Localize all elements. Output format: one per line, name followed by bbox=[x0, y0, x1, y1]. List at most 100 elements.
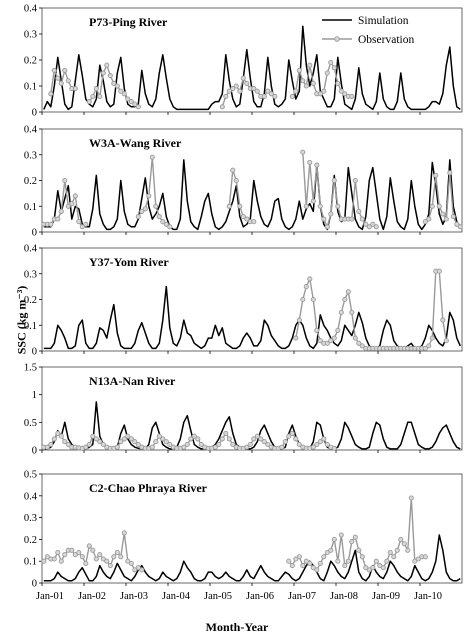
observation-point bbox=[149, 154, 155, 160]
observation-point bbox=[394, 547, 400, 553]
y-tick-label: 0.4 bbox=[24, 125, 38, 136]
observation-point bbox=[48, 221, 54, 227]
observation-point bbox=[118, 554, 124, 560]
observation-point bbox=[317, 91, 323, 97]
y-tick-label: 0.3 bbox=[24, 269, 37, 280]
y-tick-label: 0 bbox=[32, 446, 37, 457]
observation-point bbox=[135, 441, 141, 448]
observation-point bbox=[314, 327, 320, 333]
observation-point bbox=[279, 444, 285, 450]
observation-point bbox=[55, 75, 61, 81]
observation-point bbox=[219, 436, 225, 442]
y-tick-label: 0.4 bbox=[24, 491, 38, 502]
observation-point bbox=[114, 83, 120, 89]
observation-point bbox=[359, 343, 365, 349]
observation-point bbox=[321, 554, 327, 560]
y-tick-label: 0.3 bbox=[24, 30, 37, 41]
y-tick-label: 1 bbox=[32, 390, 37, 401]
observation-point bbox=[342, 563, 348, 569]
observation-point bbox=[429, 203, 435, 209]
observation-point bbox=[331, 536, 337, 542]
observation-point bbox=[226, 88, 232, 94]
observation-line bbox=[295, 270, 447, 350]
observation-point bbox=[447, 170, 453, 176]
observation-point bbox=[48, 441, 54, 448]
observation-point bbox=[233, 83, 239, 89]
observation-point bbox=[146, 193, 152, 199]
observation-point bbox=[261, 439, 267, 445]
observation-point bbox=[93, 436, 99, 442]
panel-title: Y37-Yom River bbox=[89, 255, 169, 269]
observation-point bbox=[135, 104, 141, 110]
x-tick-label: Jan-01 bbox=[36, 591, 64, 602]
observation-point bbox=[104, 62, 110, 68]
observation-point bbox=[324, 224, 330, 230]
observation-point bbox=[97, 552, 103, 558]
observation-point bbox=[198, 441, 204, 448]
observation-point bbox=[62, 439, 68, 445]
simulation-line bbox=[43, 285, 461, 350]
observation-point bbox=[356, 340, 362, 346]
observation-point bbox=[153, 203, 159, 209]
observation-point bbox=[317, 560, 323, 566]
observation-point bbox=[219, 104, 225, 110]
observation-point bbox=[342, 296, 348, 303]
y-tick-label: 0.4 bbox=[24, 4, 38, 15]
observation-point bbox=[286, 558, 292, 564]
observation-point bbox=[139, 208, 145, 214]
observation-point bbox=[223, 430, 229, 436]
observation-point bbox=[62, 177, 68, 184]
observation-point bbox=[251, 436, 257, 442]
observation-point bbox=[51, 67, 57, 73]
observation-point bbox=[111, 554, 117, 560]
observation-point bbox=[296, 441, 302, 448]
observation-point bbox=[293, 436, 299, 442]
observation-point bbox=[223, 93, 229, 99]
observation-point bbox=[114, 444, 120, 450]
x-tick-label: Jan-07 bbox=[288, 591, 316, 602]
observation-point bbox=[307, 276, 313, 282]
observation-point bbox=[289, 93, 295, 99]
observation-point bbox=[160, 219, 166, 225]
panel-title: C2-Chao Phraya River bbox=[89, 481, 208, 495]
observation-point bbox=[443, 338, 449, 344]
observation-point bbox=[307, 62, 313, 68]
observation-point bbox=[244, 216, 250, 222]
observation-point bbox=[405, 547, 411, 553]
observation-point bbox=[293, 88, 299, 94]
observation-point bbox=[156, 214, 162, 220]
observation-point bbox=[132, 439, 138, 445]
observation-point bbox=[331, 335, 337, 341]
observation-point bbox=[216, 441, 222, 448]
observation-point bbox=[135, 214, 141, 220]
observation-point bbox=[335, 558, 341, 564]
observation-point bbox=[310, 565, 316, 571]
observation-point bbox=[310, 444, 316, 450]
observation-point bbox=[139, 567, 145, 573]
y-tick-label: 0.2 bbox=[24, 176, 37, 187]
observation-point bbox=[65, 78, 71, 84]
observation-point bbox=[244, 80, 250, 86]
observation-point bbox=[100, 556, 106, 562]
observation-point bbox=[331, 177, 337, 184]
panel-2: 0 0.1 0.2 0.3 0.4 W3A-Wang River bbox=[24, 125, 463, 239]
observation-point bbox=[345, 289, 351, 295]
observation-point bbox=[125, 558, 131, 564]
observation-point bbox=[233, 177, 239, 184]
observation-point bbox=[65, 203, 71, 209]
observation-point bbox=[422, 345, 428, 351]
observation-point bbox=[251, 219, 257, 225]
panel-3: 0 0.1 0.2 0.3 0.4 Y37-Yom River bbox=[24, 244, 463, 358]
x-tick-label: Jan-06 bbox=[246, 591, 274, 602]
x-tick-label: Jan-03 bbox=[120, 591, 148, 602]
observation-point bbox=[226, 436, 232, 442]
observation-point bbox=[118, 439, 124, 445]
observation-point bbox=[324, 441, 330, 448]
y-tick-label: 0.3 bbox=[24, 513, 37, 524]
observation-point bbox=[135, 565, 141, 571]
observation-point bbox=[258, 436, 264, 442]
observation-point bbox=[237, 88, 243, 94]
observation-point bbox=[338, 309, 344, 315]
observation-point bbox=[426, 343, 432, 349]
